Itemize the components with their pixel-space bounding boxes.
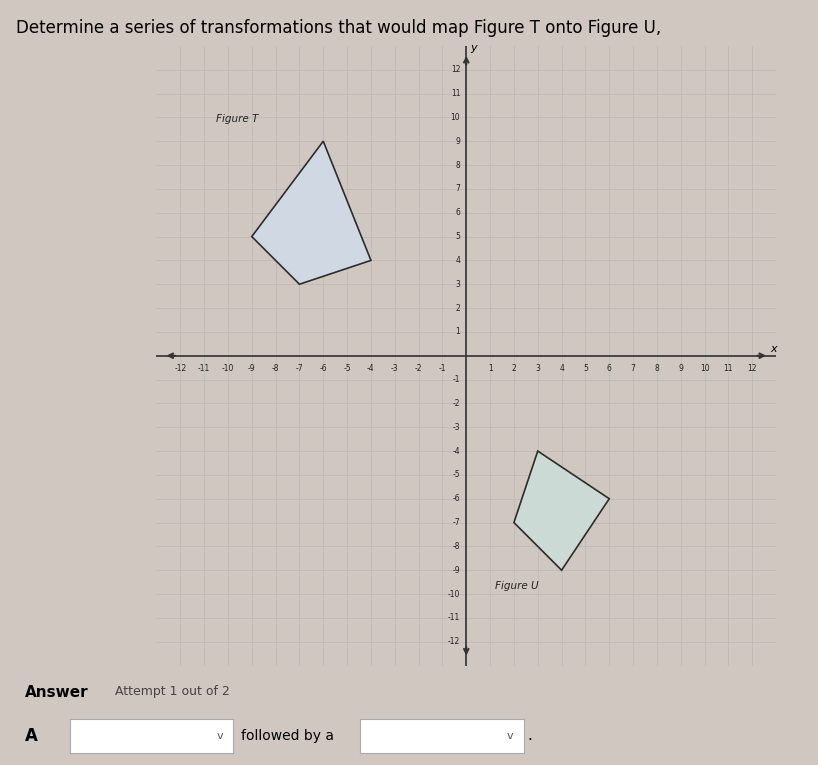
Text: Figure U: Figure U (495, 581, 538, 591)
Text: 3: 3 (535, 364, 540, 373)
Text: 12: 12 (451, 65, 461, 74)
Text: A: A (25, 727, 38, 745)
Text: -5: -5 (452, 470, 461, 480)
Text: 2: 2 (456, 304, 461, 313)
Text: -3: -3 (452, 423, 461, 431)
Text: Determine a series of transformations that would map Figure T onto Figure U,: Determine a series of transformations th… (16, 19, 662, 37)
Text: 5: 5 (456, 232, 461, 241)
Text: 6: 6 (456, 208, 461, 217)
Text: 1: 1 (456, 327, 461, 337)
Text: .: . (528, 728, 533, 744)
Text: 6: 6 (607, 364, 612, 373)
Text: 12: 12 (748, 364, 757, 373)
Text: Figure T: Figure T (216, 114, 258, 124)
Text: -8: -8 (272, 364, 280, 373)
Text: -4: -4 (367, 364, 375, 373)
Text: -11: -11 (198, 364, 210, 373)
Text: x: x (771, 343, 777, 353)
Text: 4: 4 (560, 364, 564, 373)
Text: y: y (470, 44, 477, 54)
Text: -7: -7 (295, 364, 303, 373)
Text: 7: 7 (631, 364, 636, 373)
Polygon shape (252, 142, 371, 285)
Text: 4: 4 (456, 256, 461, 265)
Polygon shape (514, 451, 609, 570)
Text: 8: 8 (456, 161, 461, 170)
Text: 3: 3 (456, 280, 461, 288)
Text: Answer: Answer (25, 685, 88, 700)
Text: 11: 11 (724, 364, 733, 373)
Text: -6: -6 (452, 494, 461, 503)
Text: -2: -2 (415, 364, 422, 373)
Text: 9: 9 (456, 137, 461, 145)
Text: -2: -2 (453, 399, 461, 408)
Text: -9: -9 (248, 364, 255, 373)
Text: 8: 8 (654, 364, 659, 373)
Text: -10: -10 (448, 590, 461, 598)
Text: 7: 7 (456, 184, 461, 194)
Text: -12: -12 (174, 364, 187, 373)
Text: -11: -11 (448, 614, 461, 623)
Text: v: v (217, 731, 223, 741)
Text: -8: -8 (453, 542, 461, 551)
Text: -7: -7 (452, 518, 461, 527)
Text: -5: -5 (344, 364, 351, 373)
Text: -10: -10 (222, 364, 234, 373)
Text: -12: -12 (448, 637, 461, 646)
Text: -6: -6 (320, 364, 327, 373)
Text: 5: 5 (583, 364, 588, 373)
Text: -1: -1 (438, 364, 446, 373)
Text: -9: -9 (452, 566, 461, 575)
Text: followed by a: followed by a (241, 729, 335, 743)
Text: 11: 11 (451, 89, 461, 98)
Text: 1: 1 (488, 364, 492, 373)
Text: 2: 2 (511, 364, 516, 373)
Text: -4: -4 (452, 447, 461, 455)
Text: -3: -3 (391, 364, 398, 373)
Text: 10: 10 (699, 364, 709, 373)
Text: 10: 10 (451, 113, 461, 122)
Text: Attempt 1 out of 2: Attempt 1 out of 2 (115, 685, 229, 698)
Text: 9: 9 (678, 364, 683, 373)
Text: v: v (507, 731, 514, 741)
Text: -1: -1 (453, 375, 461, 384)
